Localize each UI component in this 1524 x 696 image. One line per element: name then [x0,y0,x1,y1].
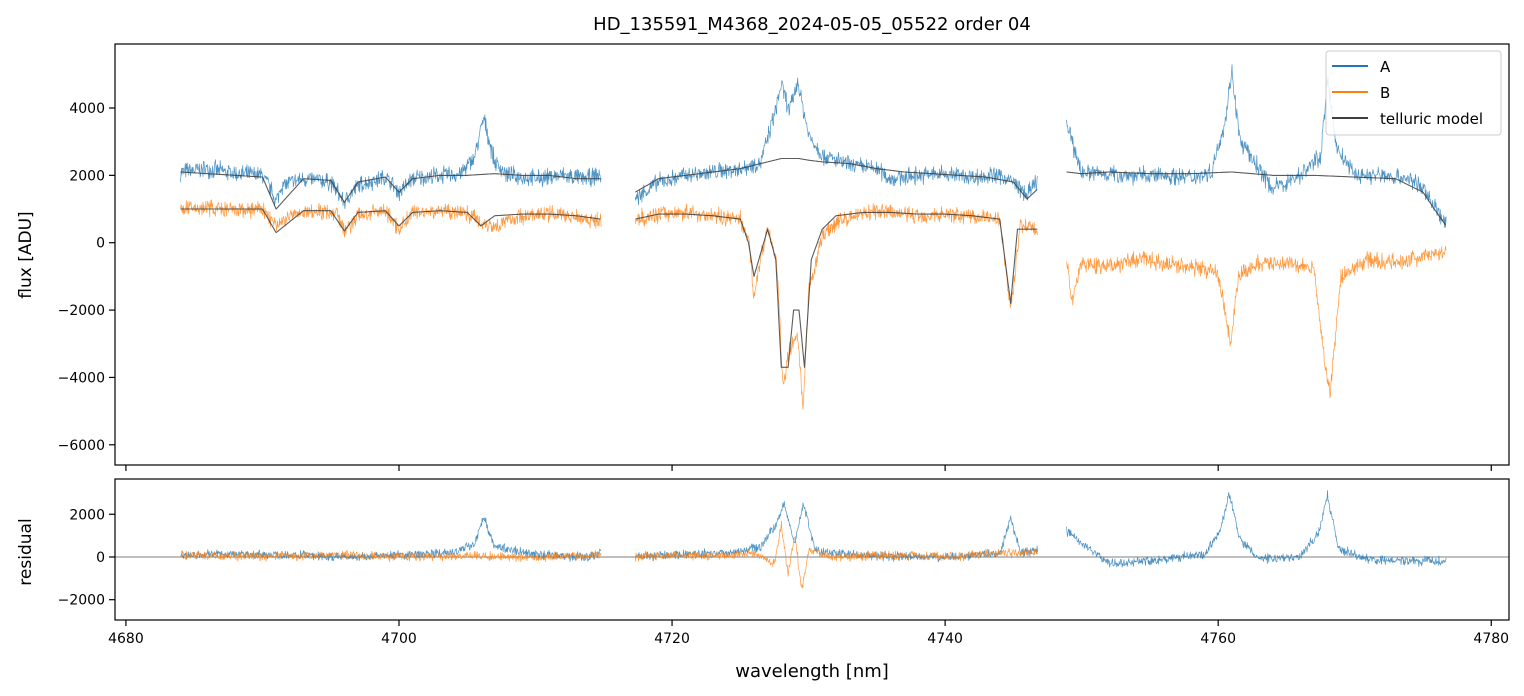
legend-label-a: A [1380,58,1391,76]
spectrum-y-ticks: −6000 −4000 −2000 0 2000 4000 [58,101,115,454]
residual-panel: −2000 0 2000 4680 4700 4720 4740 4760 4780 resi… [16,478,1510,682]
legend-frame [1325,50,1502,136]
residual-x-tick-label: 4720 [654,631,690,647]
spectrum-y-tick-label: −6000 [58,438,105,454]
legend: A B telluric model [1325,50,1502,136]
residual-series-b [180,520,1038,589]
spectrum-y-tick-label: 0 [96,236,105,252]
spectrum-series-telluric-model-b [180,208,1038,368]
residual-x-tick-label: 4680 [108,631,144,647]
figure-title: HD_135591_M4368_2024-05-05_05522 order 0… [593,14,1031,35]
residual-x-tick-label: 4760 [1200,631,1236,647]
residual-panel-frame [114,478,1510,621]
legend-label-telluric: telluric model [1380,110,1483,128]
spectrum-y-tick-label: −4000 [58,370,105,386]
spectrum-panel: −6000 −4000 −2000 0 2000 4000 flux [ADU] A B … [16,43,1510,471]
residual-x-tick-label: 4740 [927,631,963,647]
spectrum-x-ticks [125,465,1492,471]
spectrum-y-tick-label: 4000 [69,101,105,117]
residual-y-ticks: −2000 0 2000 [58,507,115,609]
residual-y-tick-label: 0 [96,550,105,566]
residual-y-axis-label: residual [16,518,36,585]
residual-y-tick-label: −2000 [58,593,105,609]
spectrum-y-tick-label: 2000 [69,168,105,184]
spectrum-series-group [180,64,1447,410]
spectrum-y-tick-label: −2000 [58,303,105,319]
spectrum-y-axis-label: flux [ADU] [16,211,36,298]
residual-x-tick-label: 4700 [381,631,417,647]
spectrum-series-a [180,64,1447,228]
x-axis-label: wavelength [nm] [735,661,889,682]
residual-y-tick-label: 2000 [69,507,105,523]
spectrum-series-b [180,199,1447,410]
legend-label-b: B [1380,84,1390,102]
residual-series-group [115,490,1509,589]
spectrum-series-telluric-model [180,157,1446,226]
residual-x-ticks: 4680 4700 4720 4740 4760 4780 [108,620,1509,647]
spectrum-panel-frame [114,43,1510,466]
residual-x-tick-label: 4780 [1473,631,1509,647]
residual-series-a [180,490,1447,568]
